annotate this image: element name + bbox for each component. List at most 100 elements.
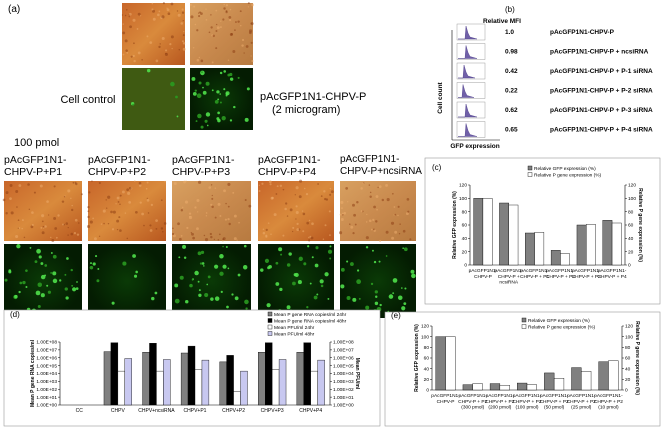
cell <box>201 71 203 74</box>
cell <box>219 93 222 95</box>
cell <box>191 278 194 281</box>
tick-label: 20 <box>625 377 631 383</box>
grain <box>146 35 149 38</box>
tick-label: 1.00E+00 <box>333 403 354 409</box>
grain <box>275 193 278 195</box>
sample-label: pAcGFP1N1-CHPV-P + P-2 siRNA <box>550 88 653 95</box>
cell <box>132 254 136 258</box>
label-line: (10 pmol) <box>598 405 619 411</box>
grain <box>394 213 397 216</box>
brightfield-image <box>258 181 334 241</box>
grain <box>171 47 173 50</box>
cell <box>70 268 73 272</box>
axis-title: Relative GFP expression (%) <box>452 191 458 259</box>
grain <box>237 20 240 23</box>
grain <box>87 205 90 209</box>
grain <box>91 180 93 182</box>
grain <box>204 238 209 242</box>
grain <box>76 233 80 236</box>
grain <box>229 8 232 11</box>
bar <box>525 232 535 266</box>
cell <box>371 249 374 252</box>
grain <box>196 29 199 32</box>
cell <box>306 306 309 309</box>
grain <box>309 235 312 238</box>
grain <box>133 42 135 45</box>
cell <box>225 91 230 96</box>
grain <box>250 55 252 57</box>
grain <box>241 38 245 42</box>
grain <box>203 234 206 237</box>
histogram-box <box>456 82 486 99</box>
grain <box>166 8 170 12</box>
panel-label: (b) <box>505 5 515 14</box>
grain <box>54 227 58 230</box>
grain <box>227 182 231 186</box>
tick-label: 1.00E+07 <box>36 348 57 354</box>
label-line: CHPV-P + P2 <box>458 399 487 405</box>
grain <box>105 199 107 201</box>
grain <box>136 28 139 30</box>
label-line: pAcGFP1N1- <box>486 393 515 399</box>
cell <box>356 269 360 272</box>
grain <box>102 209 106 213</box>
grain <box>16 206 18 208</box>
bar <box>611 222 622 266</box>
cell <box>214 100 219 104</box>
grain <box>390 221 395 225</box>
grain <box>271 196 274 200</box>
grain <box>169 43 172 46</box>
grain <box>196 198 200 203</box>
grain <box>87 215 90 219</box>
grain <box>341 207 343 209</box>
grain <box>67 234 69 236</box>
tick-label: 1.00E+06 <box>333 355 354 361</box>
grain <box>192 47 195 49</box>
histogram <box>458 103 478 118</box>
grain <box>190 232 193 234</box>
grain <box>345 186 349 190</box>
bar <box>517 382 528 391</box>
cell <box>22 280 26 285</box>
x-tick-label: pAcGFP1N1-CHPV-P <box>469 268 498 280</box>
cell <box>133 274 138 278</box>
label-line: (300 pmol) <box>461 405 484 411</box>
grain <box>124 212 127 214</box>
cell <box>404 287 407 290</box>
bar <box>571 367 582 391</box>
tick-label: 1.00E+05 <box>333 363 354 369</box>
cell <box>4 278 8 282</box>
cell <box>327 249 333 254</box>
grain <box>373 229 376 233</box>
bar <box>303 342 311 406</box>
grain <box>265 234 268 237</box>
cell <box>174 283 179 288</box>
bar <box>544 372 555 391</box>
grain <box>198 56 201 59</box>
grain <box>50 236 52 239</box>
grain <box>375 195 379 198</box>
axis-title: Relative P gene expression (%) <box>637 188 643 262</box>
panel-label: (d) <box>10 310 20 319</box>
grain <box>295 218 297 220</box>
label-line: pAcGFP1N1- <box>594 393 623 399</box>
grain <box>33 191 36 194</box>
brightfield-image <box>172 181 251 241</box>
grain <box>296 222 299 226</box>
cell <box>365 246 369 249</box>
grain <box>72 181 75 184</box>
cell <box>237 76 240 79</box>
cell <box>34 260 38 264</box>
grain <box>391 192 394 195</box>
grain <box>5 191 9 194</box>
label-line: pAcGFP1N1- <box>572 268 601 274</box>
bar <box>180 352 189 406</box>
tick-label: 1.00E+03 <box>36 379 57 385</box>
cell <box>340 284 345 289</box>
histogram <box>458 123 478 137</box>
bar <box>435 336 446 391</box>
bar <box>117 370 125 406</box>
grain <box>305 193 309 196</box>
grain <box>124 39 128 43</box>
cell <box>219 101 222 104</box>
